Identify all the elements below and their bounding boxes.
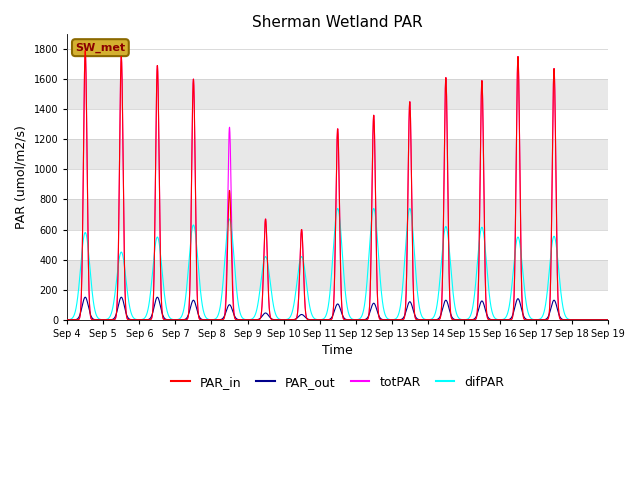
Y-axis label: PAR (umol/m2/s): PAR (umol/m2/s) (15, 125, 28, 229)
Bar (67, 49, 608, 79)
Bar (67, 79, 608, 109)
Bar (67, 199, 608, 229)
Title: Sherman Wetland PAR: Sherman Wetland PAR (252, 15, 423, 30)
Text: SW_met: SW_met (76, 43, 125, 53)
Bar (67, 169, 608, 199)
X-axis label: Time: Time (323, 344, 353, 357)
Bar (67, 229, 608, 260)
Bar (67, 139, 608, 169)
Bar (67, 109, 608, 139)
Legend: PAR_in, PAR_out, totPAR, difPAR: PAR_in, PAR_out, totPAR, difPAR (166, 371, 509, 394)
Bar (67, 289, 608, 320)
Bar (67, 260, 608, 289)
